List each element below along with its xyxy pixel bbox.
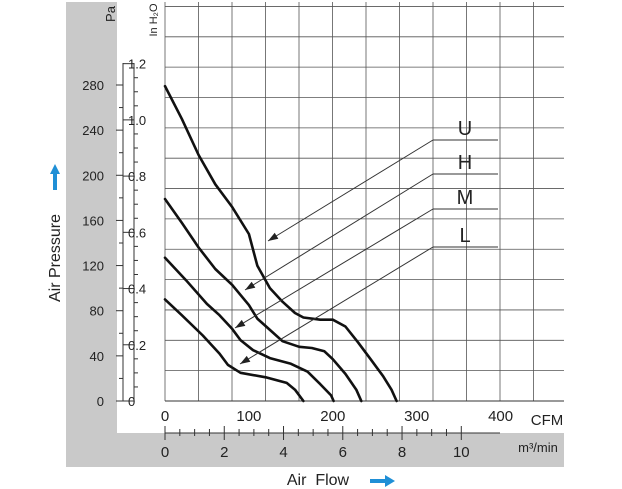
y-tick-label-pa: 280 — [82, 78, 104, 93]
y-tick-label-inh2o: 0.2 — [128, 338, 146, 353]
y-tick-label-inh2o: 0.4 — [128, 282, 146, 297]
leader-arrowhead-L — [240, 355, 251, 364]
leader-arrowhead-U — [268, 232, 279, 241]
series-label-L: L — [459, 225, 470, 247]
y-tick-label-inh2o: 1.2 — [128, 57, 146, 72]
y-axis-title: Air Pressure — [47, 214, 64, 302]
y-tick-label-inh2o: 1.0 — [128, 113, 146, 128]
curve-H — [163, 197, 363, 403]
x-unit-m3min: m³/min — [518, 440, 558, 455]
x-tick-label-m3min: 4 — [279, 444, 287, 461]
x-tick-label-m3min: 0 — [161, 444, 169, 461]
y-tick-label-inh2o: 0.6 — [128, 225, 146, 240]
x-tick-label-m3min: 8 — [398, 444, 406, 461]
x-tick-label-cfm: 300 — [404, 408, 429, 425]
x-tick-label-m3min: 10 — [453, 444, 470, 461]
leader-line-U — [267, 139, 434, 242]
y-tick-label-pa: 40 — [90, 349, 104, 364]
y-tick-label-pa: 0 — [97, 394, 104, 409]
grid — [164, 2, 564, 402]
plot-area — [117, 2, 564, 433]
x-tick-label-cfm: 200 — [320, 408, 345, 425]
x-tick-label-cfm: 100 — [236, 408, 261, 425]
leader-line-H — [244, 173, 434, 291]
y-tick-label-inh2o: 0.8 — [128, 169, 146, 184]
y-unit-inh2o: In H₂O — [148, 3, 160, 36]
y-tick-label-pa: 120 — [82, 259, 104, 274]
leader-arrowhead-H — [245, 281, 256, 290]
leader-line-L — [239, 246, 434, 365]
x-tick-label-m3min: 6 — [339, 444, 347, 461]
series-label-M: M — [457, 187, 474, 209]
x-tick-label-cfm: 0 — [161, 408, 169, 425]
y-tick-label-pa: 240 — [82, 123, 104, 138]
y-tick-label-pa: 160 — [82, 213, 104, 228]
leader-line-M — [234, 208, 434, 329]
series-label-H: H — [458, 152, 472, 174]
x-tick-label-m3min: 2 — [220, 444, 228, 461]
up-arrow-icon — [50, 164, 60, 190]
x-axis-title: Air Flow — [287, 472, 350, 489]
right-arrow-icon — [370, 475, 395, 487]
curve-L — [163, 298, 305, 403]
leader-arrowhead-M — [235, 319, 246, 328]
ticks: 0408012016020024028000.20.40.60.81.01.20… — [82, 57, 513, 461]
curve-U — [163, 84, 398, 403]
series-label-U: U — [458, 118, 472, 140]
y-unit-pa: Pa — [103, 5, 118, 22]
y-tick-label-inh2o: 0 — [128, 394, 135, 409]
curve-M — [163, 256, 335, 403]
y-tick-label-pa: 200 — [82, 168, 104, 183]
y-tick-label-pa: 80 — [90, 304, 104, 319]
x-unit-cfm: CFM — [531, 412, 564, 429]
curves — [163, 84, 398, 403]
x-tick-label-cfm: 400 — [488, 408, 513, 425]
